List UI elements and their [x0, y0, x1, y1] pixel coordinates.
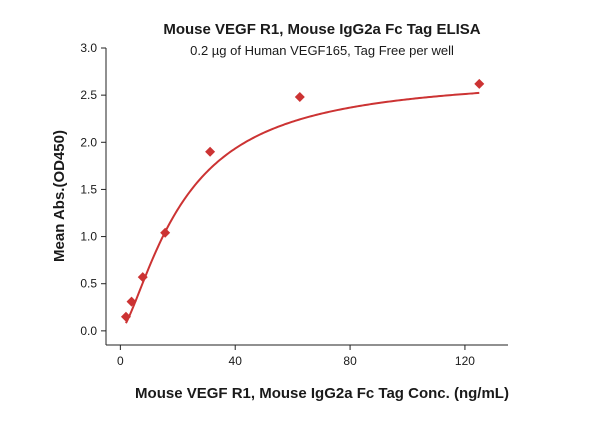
axes	[105, 48, 508, 346]
fit-curve	[125, 91, 480, 324]
data-point	[126, 296, 137, 307]
x-tick-label: 40	[229, 354, 243, 368]
y-tick-label: 1.0	[80, 230, 97, 244]
chart-subtitle: 0.2 µg of Human VEGF165, Tag Free per we…	[190, 43, 454, 58]
data-point	[474, 78, 485, 89]
y-axis-label: Mean Abs.(OD450)	[51, 130, 68, 262]
x-tick-label: 80	[343, 354, 357, 368]
data-point	[137, 272, 148, 283]
axis-ticks: 0 40 80 120 0.0 0.5 1.0 1.5 2.0 2.5 3.0	[80, 41, 475, 368]
data-point	[120, 311, 131, 322]
y-tick-label: 0.5	[80, 277, 97, 291]
y-tick-label: 3.0	[80, 41, 97, 55]
x-tick-label: 120	[455, 354, 475, 368]
y-tick-label: 1.5	[80, 182, 97, 196]
data-point	[205, 146, 216, 157]
data-point	[294, 92, 305, 103]
x-axis-label: Mouse VEGF R1, Mouse IgG2a Fc Tag Conc. …	[135, 385, 509, 402]
data-point	[160, 227, 171, 238]
y-tick-label: 0.0	[80, 324, 97, 338]
chart-title: Mouse VEGF R1, Mouse IgG2a Fc Tag ELISA	[163, 21, 480, 38]
data-points	[120, 78, 485, 322]
y-tick-label: 2.0	[80, 135, 97, 149]
y-tick-label: 2.5	[80, 88, 97, 102]
x-tick-label: 0	[117, 354, 124, 368]
